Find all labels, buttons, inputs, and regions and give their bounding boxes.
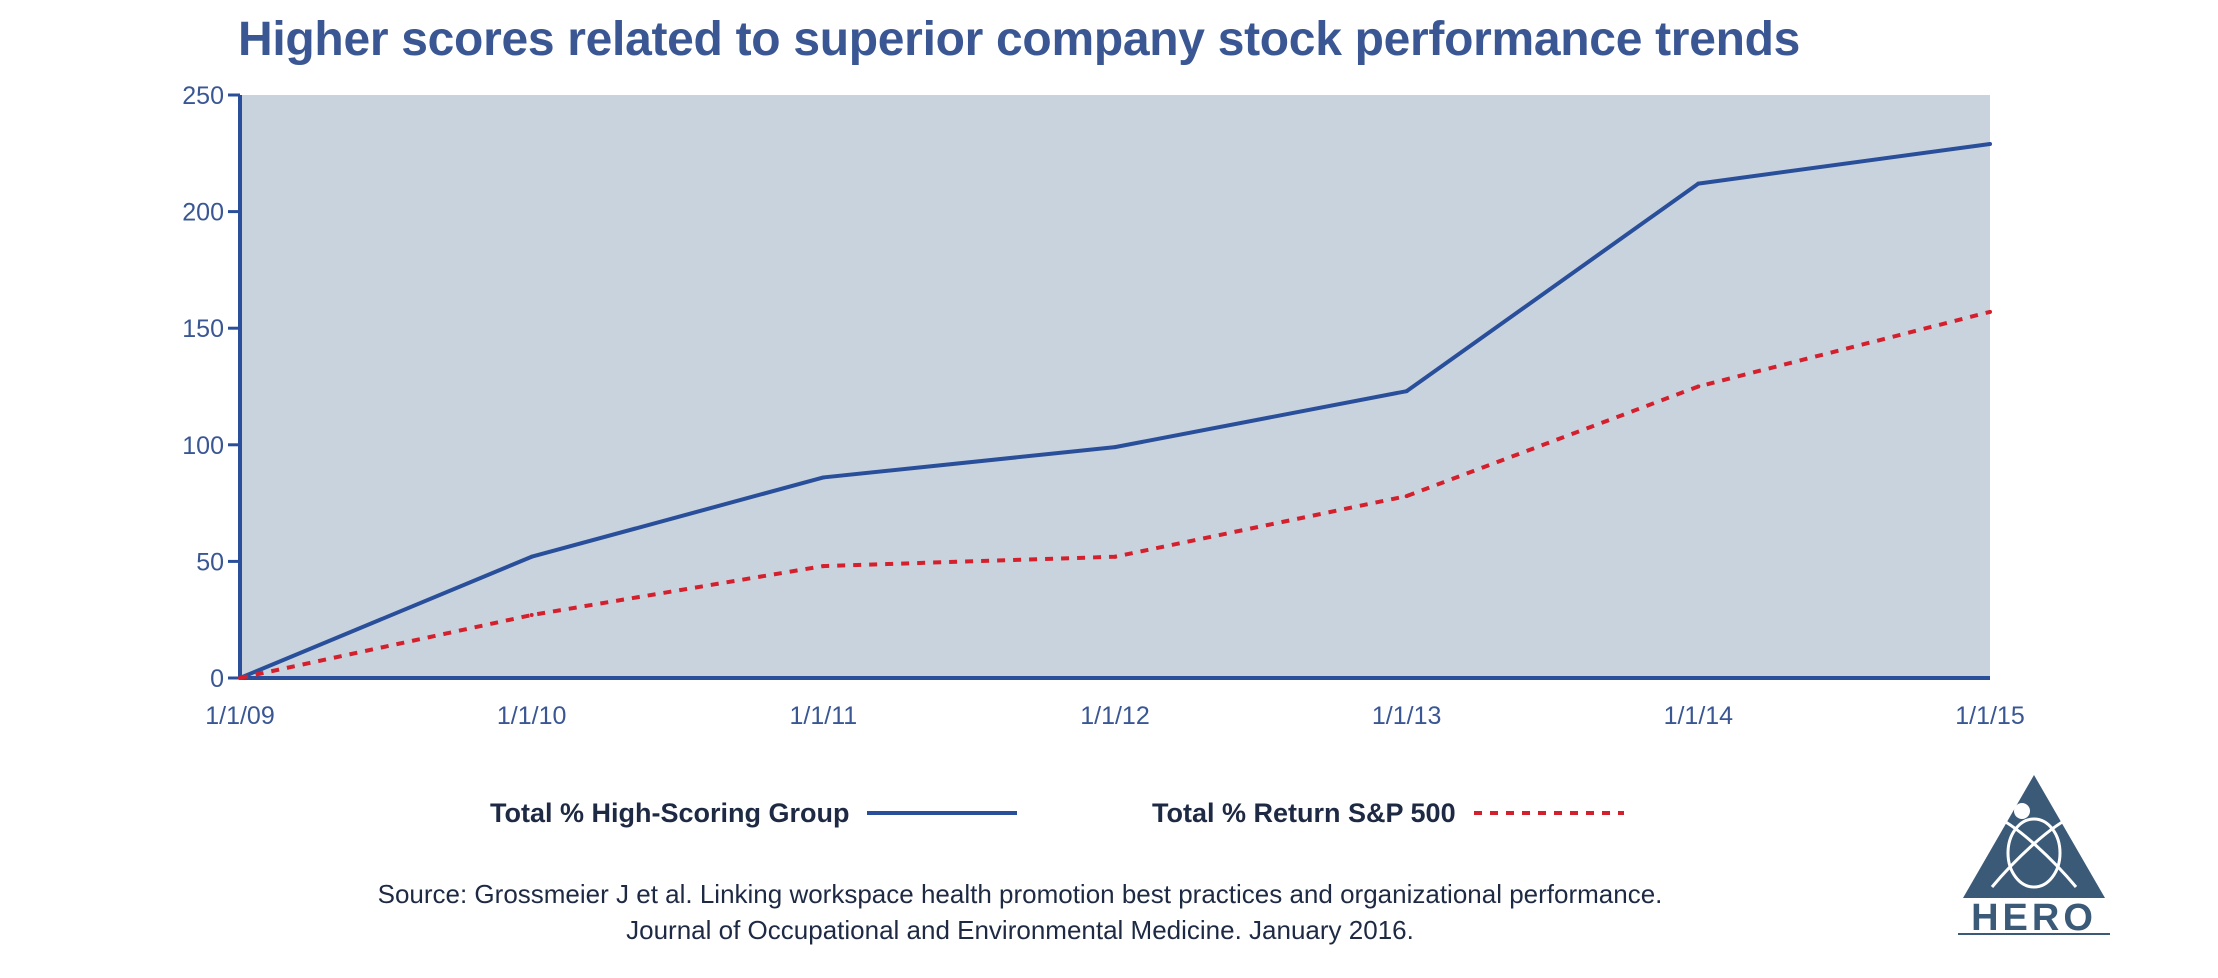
plot-background xyxy=(240,95,1990,678)
legend-item-high-scoring: Total % High-Scoring Group xyxy=(490,793,1018,833)
x-tick-label: 1/1/12 xyxy=(1080,702,1150,730)
legend-item-sp500: Total % Return S&P 500 xyxy=(1152,793,1624,833)
source-line-1: Source: Grossmeier J et al. Linking work… xyxy=(377,879,1663,909)
data-point-1-6 xyxy=(1988,309,1992,314)
data-point-0-1 xyxy=(529,554,534,559)
data-point-0-5 xyxy=(1696,181,1701,186)
data-point-0-2 xyxy=(821,475,826,480)
x-tick-label: 1/1/13 xyxy=(1372,702,1442,730)
data-point-1-5 xyxy=(1696,384,1701,389)
data-point-1-4 xyxy=(1404,494,1409,499)
data-point-0-6 xyxy=(1988,141,1992,146)
y-axis: 0 50 100 150 200 250 xyxy=(182,82,242,693)
source-line-2: Journal of Occupational and Environmenta… xyxy=(626,915,1414,945)
data-point-0-3 xyxy=(1113,445,1117,450)
legend-swatch-dotted xyxy=(1473,811,1624,815)
source-citation: Source: Grossmeier J et al. Linking work… xyxy=(0,876,2040,948)
y-tick-label: 150 xyxy=(182,315,224,343)
x-tick-label: 1/1/09 xyxy=(205,702,275,730)
x-tick-label: 1/1/11 xyxy=(790,702,858,730)
series-group xyxy=(238,141,1992,680)
x-tick-label: 1/1/15 xyxy=(1955,702,2025,730)
chart-title: Higher scores related to superior compan… xyxy=(238,13,1801,66)
hero-logo: HERO xyxy=(1958,775,2110,935)
y-tick-label: 50 xyxy=(196,548,224,576)
logo-wordmark: HERO xyxy=(1971,897,2097,935)
data-point-1-2 xyxy=(821,564,826,569)
legend-swatch-solid xyxy=(867,811,1018,815)
y-tick-label: 250 xyxy=(182,82,224,110)
data-point-0-4 xyxy=(1404,389,1409,394)
x-axis: 1/1/09 1/1/10 1/1/11 1/1/12 1/1/13 1/1/14 1/1/… xyxy=(205,676,2025,730)
y-tick-label: 100 xyxy=(182,432,224,460)
data-point-1-0 xyxy=(238,676,242,680)
x-tick-label: 1/1/14 xyxy=(1664,702,1734,730)
x-tick-label: 1/1/10 xyxy=(497,702,567,730)
legend-label-sp500: Total % Return S&P 500 xyxy=(1152,797,1456,828)
y-tick-label: 0 xyxy=(210,665,224,693)
data-point-1-1 xyxy=(529,613,534,618)
legend-label-high-scoring: Total % High-Scoring Group xyxy=(490,797,850,828)
data-point-1-3 xyxy=(1113,554,1117,559)
y-tick-label: 200 xyxy=(182,199,224,227)
